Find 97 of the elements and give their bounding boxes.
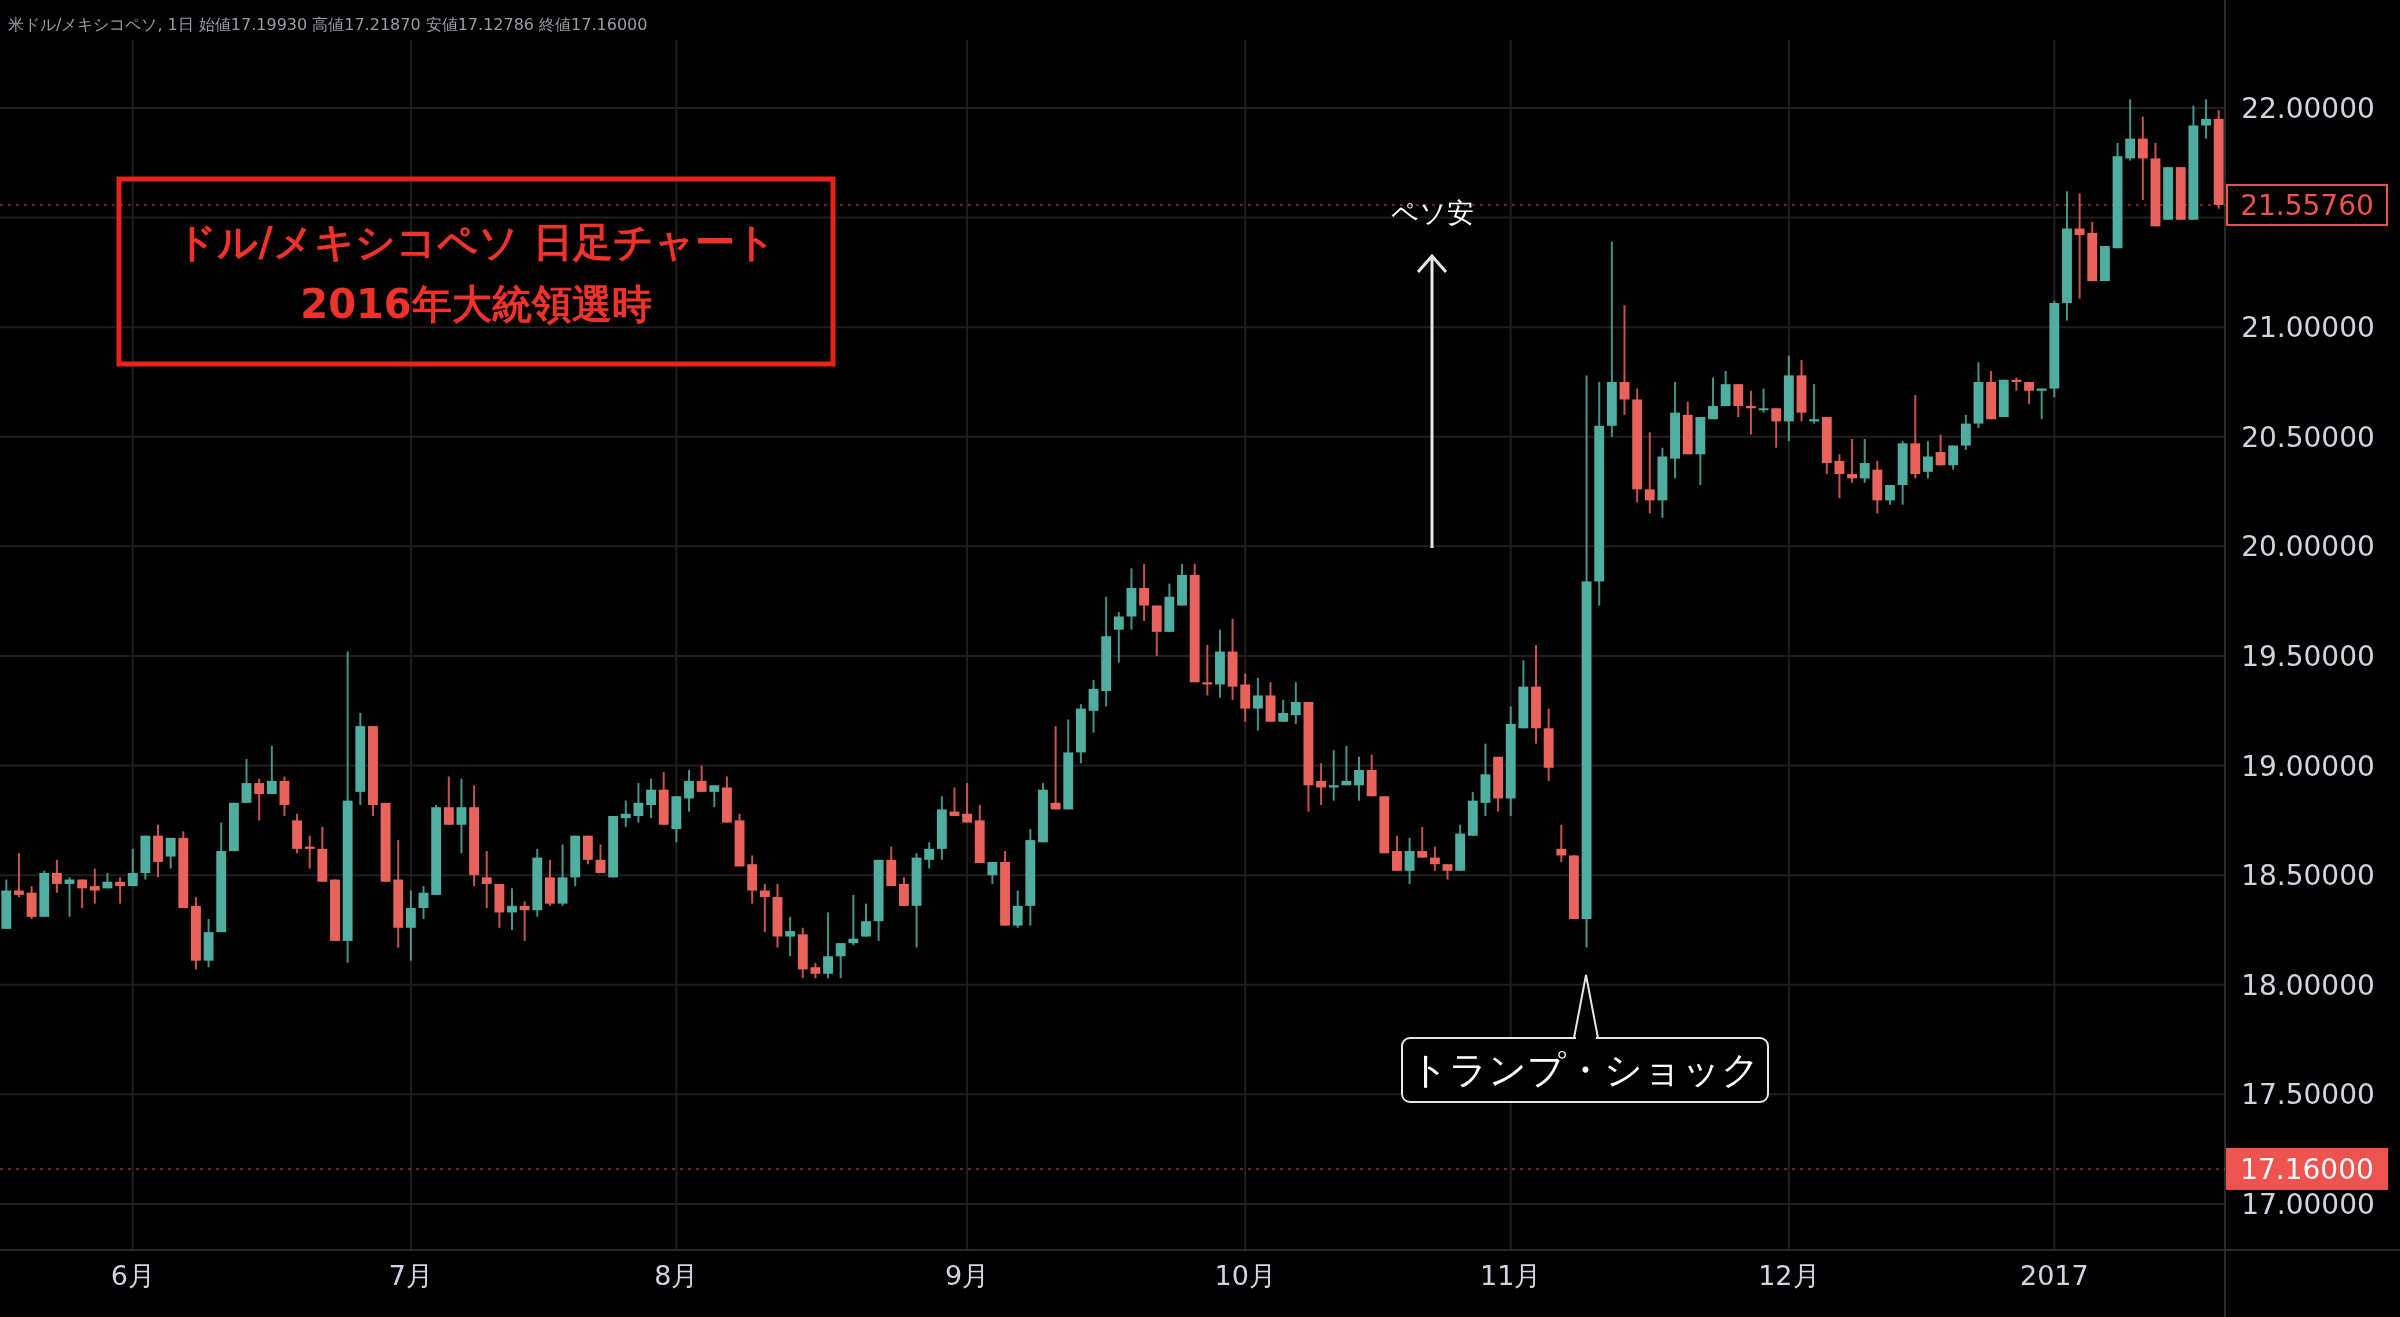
candlestick [1708, 376, 1718, 421]
candlestick [2137, 115, 2148, 202]
x-tick-label: 10月 [1214, 1260, 1276, 1291]
candlestick [115, 876, 126, 905]
candlestick [1834, 453, 1845, 500]
annotation: トランプ・ショック [1410, 1048, 1760, 1092]
candlestick [1252, 676, 1263, 732]
candlestick [254, 777, 265, 822]
candlestick [443, 775, 454, 826]
candlestick [696, 764, 707, 793]
candlestick [1644, 431, 1655, 515]
candlestick [1745, 389, 1756, 436]
candlestick [51, 858, 62, 894]
candlestick [456, 777, 467, 855]
candlestick [2125, 98, 2136, 162]
candlestick [962, 782, 973, 824]
candlestick [481, 850, 492, 910]
candlestick [165, 836, 176, 870]
y-tick-label: 19.50000 [2241, 639, 2375, 673]
y-tick-label: 22.00000 [2241, 91, 2375, 125]
candlestick [1278, 698, 1289, 723]
candlestick [77, 878, 88, 910]
candlestick [1290, 681, 1301, 725]
text: ドル/メキシコペソ 日足チャート [176, 219, 776, 265]
ref-line-label: 21.55760 [2240, 188, 2374, 222]
candlestick [595, 843, 606, 874]
candlestick [1316, 762, 1327, 807]
candlestick [1341, 744, 1352, 787]
candlestick [1113, 611, 1124, 664]
candlestick [1935, 433, 1946, 467]
x-tick-label: 8月 [654, 1260, 699, 1291]
candlestick [759, 882, 770, 934]
candlestick [2074, 192, 2085, 300]
candlestick [405, 889, 416, 962]
candlestick [1392, 834, 1402, 872]
candlestick [620, 799, 631, 828]
candlestick [1859, 437, 1870, 484]
text: 米ドル/メキシコペソ, 1日 始値17.19930 高値17.21870 安値17.12786 終値17.16000 [8, 15, 648, 34]
candlestick [646, 777, 656, 820]
y-tick-label: 20.50000 [2241, 420, 2375, 454]
candlestick [241, 757, 252, 804]
x-tick-label: 2017 [2019, 1260, 2089, 1291]
candlestick [304, 834, 315, 870]
candlestick [1404, 836, 1415, 885]
candlestick [14, 852, 24, 899]
candlestick [823, 911, 833, 980]
candlestick [1202, 644, 1213, 697]
candlestick [987, 861, 998, 885]
candlestick [89, 867, 100, 905]
y-tick-label: 20.00000 [2241, 530, 2375, 564]
candlestick [1948, 444, 1959, 471]
candlestick [684, 768, 694, 813]
candlestick [1417, 825, 1428, 859]
candlestick [1960, 413, 1971, 451]
candlestick [1847, 437, 1857, 484]
candlestick [1556, 823, 1567, 864]
candlestick [785, 915, 796, 958]
candlestick [924, 841, 935, 870]
candlestick [1733, 383, 1744, 419]
candlestick [1050, 725, 1061, 811]
x-tick-label: 12月 [1758, 1260, 1820, 1291]
y-tick-label: 19.00000 [2241, 749, 2375, 783]
candlestick [1771, 407, 1782, 449]
x-tick-label: 7月 [388, 1260, 433, 1291]
candlestick [898, 876, 909, 907]
candlestick [1922, 440, 1933, 480]
candlestick [507, 887, 517, 931]
candlestick [709, 784, 720, 809]
x-tick-label: 9月 [945, 1260, 990, 1291]
x-tick-label: 6月 [110, 1260, 155, 1291]
candlestick [127, 847, 138, 888]
candlestick [633, 782, 644, 824]
y-tick-label: 18.00000 [2241, 968, 2375, 1002]
y-tick-label: 18.50000 [2241, 859, 2375, 893]
candlestick [266, 744, 277, 796]
candlestick [1088, 679, 1099, 734]
annotation: ペソ安 [1390, 197, 1474, 228]
candlestick [1758, 387, 1769, 414]
y-tick-label: 17.50000 [2241, 1078, 2375, 1112]
y-tick-label: 21.00000 [2241, 311, 2375, 345]
candlestick [861, 902, 871, 938]
x-tick-label: 11月 [1480, 1260, 1542, 1291]
candlestick [1139, 562, 1150, 622]
y-tick-label: 17.00000 [2241, 1187, 2375, 1221]
ref-line-label: 17.16000 [2240, 1152, 2374, 1186]
candlestick [1809, 383, 1820, 425]
candlestick [519, 900, 530, 942]
candlestick [1429, 845, 1440, 872]
candlestick [2036, 387, 2047, 421]
candlestick [1354, 755, 1364, 802]
candlestick [1012, 889, 1023, 929]
candlestick [2201, 98, 2211, 140]
candlestick [848, 893, 859, 947]
text: 2016年大統領選時 [300, 281, 652, 327]
candlestick [1328, 749, 1339, 802]
candlestick [1720, 370, 1731, 408]
candlestick [835, 942, 846, 980]
